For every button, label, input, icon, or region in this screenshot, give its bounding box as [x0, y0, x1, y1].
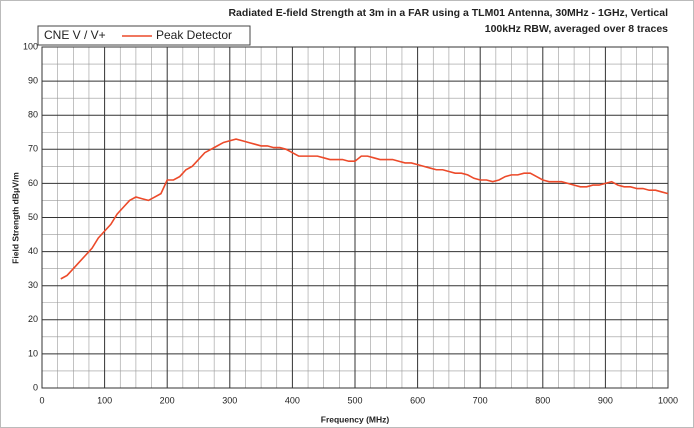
- y-tick-label: 70: [28, 144, 38, 154]
- chart-subtitle: 100kHz RBW, averaged over 8 traces: [485, 23, 668, 35]
- x-tick-label: 100: [97, 395, 112, 405]
- y-tick-label: 90: [28, 75, 38, 85]
- legend-title: CNE V / V+: [44, 28, 106, 42]
- y-tick-label: 80: [28, 110, 38, 120]
- chart-title: Radiated E-field Strength at 3m in a FAR…: [228, 7, 668, 19]
- y-tick-label: 100: [23, 41, 38, 51]
- x-axis-label: Frequency (MHz): [321, 414, 390, 424]
- y-tick-label: 10: [28, 348, 38, 358]
- y-tick-label: 50: [28, 212, 38, 222]
- x-tick-label: 400: [285, 395, 300, 405]
- x-tick-label: 1000: [658, 395, 678, 405]
- y-tick-label: 0: [33, 382, 38, 392]
- x-tick-label: 900: [598, 395, 613, 405]
- y-axis-label: Field Strength dBμV/m: [10, 172, 20, 264]
- x-tick-label: 200: [160, 395, 175, 405]
- legend-label: Peak Detector: [156, 28, 232, 42]
- x-tick-label: 0: [39, 395, 44, 405]
- x-tick-label: 300: [222, 395, 237, 405]
- x-tick-label: 700: [473, 395, 488, 405]
- x-tick-label: 800: [535, 395, 550, 405]
- y-tick-label: 30: [28, 280, 38, 290]
- y-tick-label: 40: [28, 246, 38, 256]
- y-tick-label: 60: [28, 178, 38, 188]
- y-tick-label: 20: [28, 314, 38, 324]
- x-tick-label: 600: [410, 395, 425, 405]
- data-line: [60, 138, 669, 280]
- x-tick-label: 500: [347, 395, 362, 405]
